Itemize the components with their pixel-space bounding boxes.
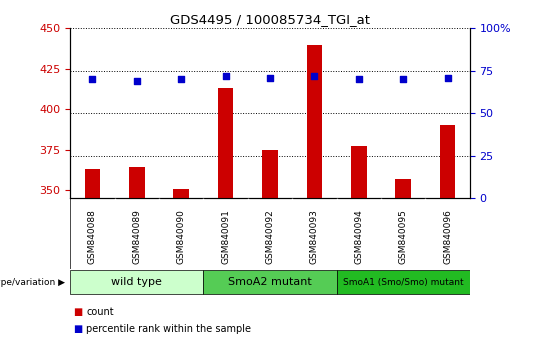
- Point: [399, 76, 408, 82]
- Text: GSM840091: GSM840091: [221, 209, 230, 264]
- Text: SmoA1 (Smo/Smo) mutant: SmoA1 (Smo/Smo) mutant: [343, 278, 463, 287]
- Point: [310, 73, 319, 79]
- Point: [177, 76, 186, 82]
- Bar: [262, 150, 278, 198]
- FancyBboxPatch shape: [336, 270, 470, 294]
- Text: GSM840094: GSM840094: [354, 209, 363, 264]
- Text: ■: ■: [73, 307, 82, 316]
- Text: GSM840095: GSM840095: [399, 209, 408, 264]
- Title: GDS4495 / 100085734_TGI_at: GDS4495 / 100085734_TGI_at: [170, 13, 370, 26]
- Text: count: count: [86, 307, 114, 316]
- Text: GSM840093: GSM840093: [310, 209, 319, 264]
- Point: [132, 78, 141, 84]
- Text: genotype/variation ▶: genotype/variation ▶: [0, 278, 65, 287]
- FancyBboxPatch shape: [70, 270, 204, 294]
- Point: [88, 76, 97, 82]
- Text: GSM840088: GSM840088: [88, 209, 97, 264]
- Bar: [173, 189, 189, 198]
- FancyBboxPatch shape: [204, 270, 336, 294]
- Point: [443, 75, 452, 80]
- Bar: [85, 169, 100, 198]
- Bar: [395, 179, 411, 198]
- Text: percentile rank within the sample: percentile rank within the sample: [86, 324, 252, 334]
- Point: [266, 75, 274, 80]
- Bar: [218, 88, 233, 198]
- Point: [354, 76, 363, 82]
- Text: GSM840090: GSM840090: [177, 209, 186, 264]
- Bar: [351, 147, 367, 198]
- Text: GSM840092: GSM840092: [266, 209, 274, 264]
- Bar: [440, 125, 455, 198]
- Text: wild type: wild type: [111, 277, 162, 287]
- Bar: [129, 167, 145, 198]
- Text: GSM840096: GSM840096: [443, 209, 452, 264]
- Text: SmoA2 mutant: SmoA2 mutant: [228, 277, 312, 287]
- Point: [221, 73, 230, 79]
- Bar: [307, 45, 322, 198]
- Text: GSM840089: GSM840089: [132, 209, 141, 264]
- Text: ■: ■: [73, 324, 82, 334]
